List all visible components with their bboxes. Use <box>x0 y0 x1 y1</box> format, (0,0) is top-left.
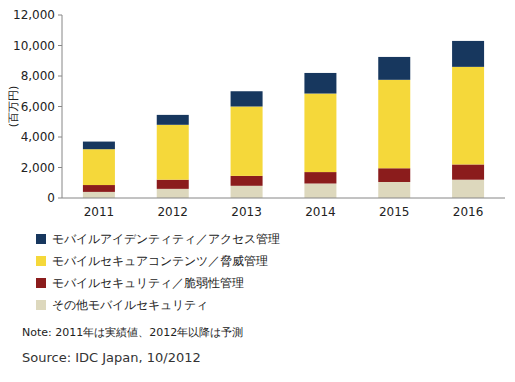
bar <box>378 168 410 182</box>
legend-label: その他モバイルセキュリティ <box>52 298 208 312</box>
legend-swatch <box>36 278 46 288</box>
bar <box>378 80 410 168</box>
x-tick-label: 2013 <box>231 205 262 219</box>
y-tick <box>58 15 62 16</box>
y-tick-label: 12,000 <box>13 8 55 22</box>
bar <box>452 67 484 165</box>
y-tick <box>58 167 62 168</box>
bar <box>452 180 484 198</box>
x-tick-label: 2014 <box>305 205 336 219</box>
y-tick <box>58 137 62 138</box>
bar <box>452 41 484 67</box>
legend-swatch <box>36 300 46 310</box>
y-tick-label: 8,000 <box>21 69 55 83</box>
y-tick <box>58 45 62 46</box>
bars <box>83 41 484 198</box>
bar <box>304 94 336 173</box>
bar <box>378 182 410 198</box>
x-tick-label: 2012 <box>157 205 188 219</box>
bar <box>157 189 189 198</box>
bar <box>304 184 336 198</box>
x-axis <box>62 198 505 199</box>
note: Note: 2011年は実績値、2012年以降は予測 <box>22 326 243 339</box>
y-axis-label: (百万円) <box>7 86 20 128</box>
bar <box>304 172 336 183</box>
bar <box>83 142 115 150</box>
y-tick <box>58 198 62 199</box>
y-tick-label: 10,000 <box>13 39 55 53</box>
bar <box>83 149 115 185</box>
bar <box>231 91 263 106</box>
y-tick <box>58 76 62 77</box>
legend-label: モバイルアイデンティティ／アクセス管理 <box>52 232 280 246</box>
bar <box>83 192 115 198</box>
bar <box>378 57 410 80</box>
source: Source: IDC Japan, 10/2012 <box>22 350 201 365</box>
bar <box>157 115 189 125</box>
x-tick-label: 2016 <box>453 205 484 219</box>
bar <box>304 73 336 94</box>
x-tick-label: 2015 <box>379 205 410 219</box>
bar <box>231 107 263 176</box>
y-tick-label: 4,000 <box>21 130 55 144</box>
bar <box>157 180 189 189</box>
bar <box>452 164 484 179</box>
bar <box>231 176 263 186</box>
chart: 0 2,000 4,000 6,000 8,000 10,000 12,000 (百万円) 20… <box>0 0 515 382</box>
legend-label: モバイルセキュアコンテンツ／脅威管理 <box>52 254 268 268</box>
y-tick-label: 2,000 <box>21 161 55 175</box>
x-tick-label: 2011 <box>84 205 115 219</box>
legend-swatch <box>36 256 46 266</box>
y-tick-label: 0 <box>47 191 55 205</box>
bar <box>83 185 115 192</box>
legend-swatch <box>36 234 46 244</box>
legend-label: モバイルセキュリティ／脆弱性管理 <box>52 276 244 290</box>
y-tick-label: 6,000 <box>21 100 55 114</box>
bar <box>157 125 189 180</box>
bar <box>231 186 263 198</box>
y-tick <box>58 106 62 107</box>
